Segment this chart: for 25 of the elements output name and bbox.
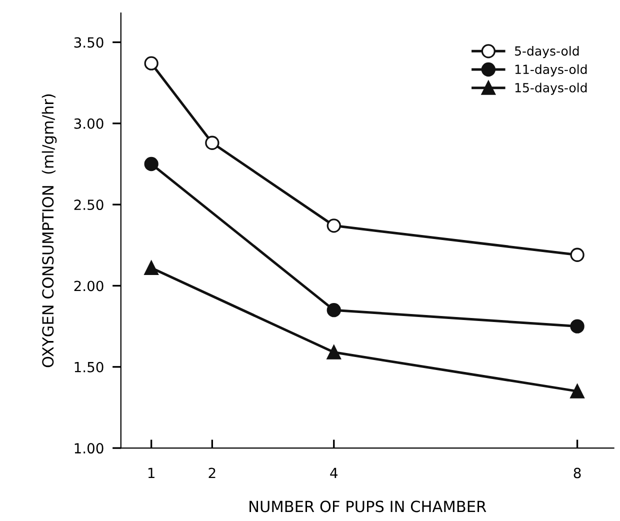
point — [144, 56, 158, 70]
y-tick-label: 1.00 — [74, 443, 104, 454]
y-tick-label: 2.00 — [74, 280, 104, 292]
y-axis-title: OXYGEN CONSUMPTION (ml/gm/hr) — [42, 94, 57, 368]
point — [205, 136, 220, 150]
point — [570, 248, 584, 262]
point — [326, 218, 341, 233]
y-tick-label: 3.00 — [74, 118, 104, 129]
x-axis-title: NUMBER OF PUPS IN CHAMBER — [250, 500, 486, 512]
point — [144, 260, 158, 275]
point — [326, 345, 341, 360]
point — [570, 384, 584, 398]
y-tick-label: 1.50 — [74, 362, 104, 372]
legend-label: 15-days-old — [515, 82, 587, 95]
x-tick-label: 8 — [574, 468, 581, 478]
legend-label: 5-days-old — [515, 46, 579, 58]
point — [144, 156, 158, 172]
x-tick-label: 2 — [208, 468, 216, 478]
x-tick-label: 1 — [148, 468, 154, 478]
y-tick-label: 3.50 — [74, 37, 104, 48]
x-tick-label: 4 — [330, 468, 338, 478]
point — [570, 319, 584, 334]
point — [326, 302, 341, 318]
y-tick-label: 2.50 — [74, 200, 104, 210]
legend-label: 11-days-old — [515, 64, 587, 76]
